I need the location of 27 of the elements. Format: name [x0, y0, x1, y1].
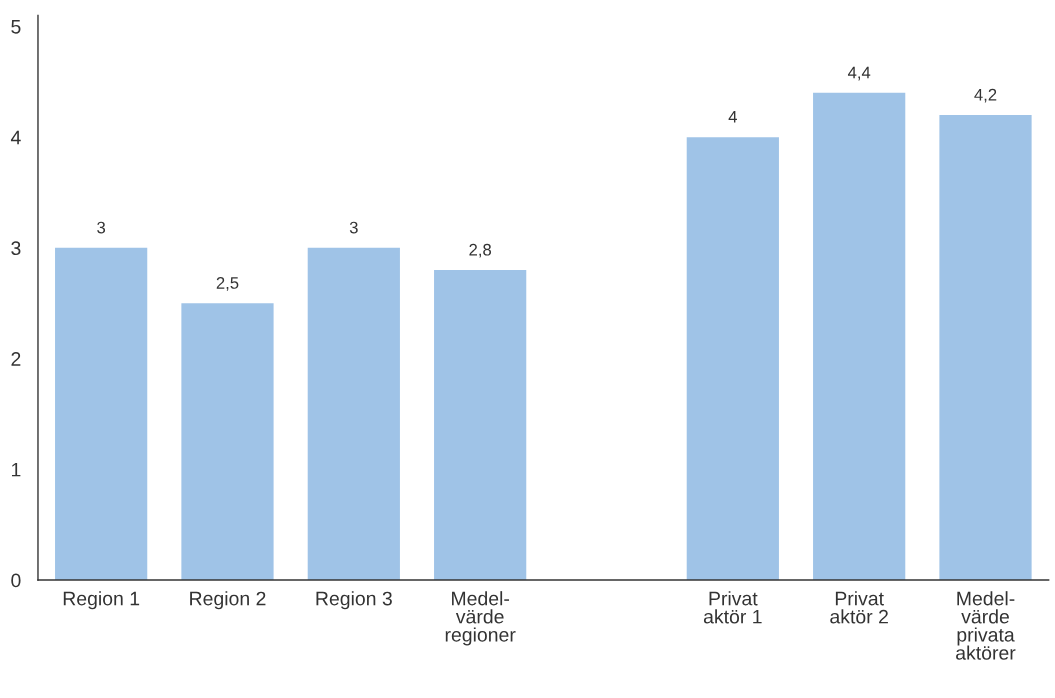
bar: [686, 137, 779, 581]
y-tick-label: 5: [11, 20, 21, 34]
bar: [181, 303, 274, 581]
bar: [939, 115, 1032, 581]
data-label: 4: [728, 111, 737, 123]
y-tick-label: 2: [11, 352, 21, 366]
y-tick-label: 3: [11, 241, 21, 256]
x-tick-label: Region 1: [63, 591, 140, 610]
bar: [434, 270, 527, 581]
data-label: 3: [349, 221, 358, 234]
y-tick-label: 1: [11, 462, 21, 477]
data-label: 2,5: [216, 277, 239, 291]
data-label: 4,2: [974, 88, 997, 103]
y-tick-label: 4: [10, 130, 21, 145]
x-tick-label: Region 2: [190, 591, 266, 610]
bar: [55, 247, 148, 581]
y-tick-label: 0: [11, 573, 21, 588]
bar: [813, 92, 906, 581]
data-label: 2,8: [469, 243, 492, 258]
x-tick-label: Privat aktör 1: [703, 591, 762, 624]
data-label: 3: [97, 221, 106, 234]
data-label: 4,4: [847, 66, 871, 81]
bar: [307, 247, 400, 581]
x-tick-label: Medel- värde privata aktörer: [956, 591, 1016, 660]
x-tick-label: Privat aktör 2: [830, 591, 888, 624]
x-tick-label: Region 3: [316, 591, 392, 610]
x-tick-label: Medel- värde regioner: [445, 591, 516, 646]
